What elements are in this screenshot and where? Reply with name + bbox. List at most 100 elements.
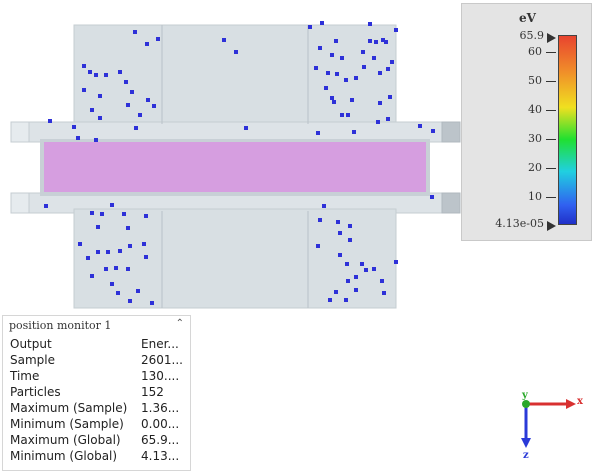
particle-marker — [126, 226, 130, 230]
particle-marker — [348, 224, 352, 228]
monitor-title: position monitor 1 — [9, 319, 112, 332]
particle-marker — [430, 195, 434, 199]
particle-marker — [376, 120, 380, 124]
orientation-axes: x y z — [508, 390, 588, 462]
particle-marker — [338, 253, 342, 257]
colorbar-unit-label: eV — [519, 11, 536, 25]
waveguide-structure — [10, 24, 461, 309]
particle-marker — [316, 244, 320, 248]
particle-marker — [114, 266, 118, 270]
particle-marker — [90, 211, 94, 215]
property-key: Maximum (Global) — [10, 433, 121, 447]
table-row: Minimum (Sample) 0.00... — [10, 416, 186, 432]
particle-marker — [146, 98, 150, 102]
particle-marker — [386, 117, 390, 121]
particle-marker — [314, 66, 318, 70]
particle-marker — [82, 64, 86, 68]
particle-marker — [330, 96, 334, 100]
particle-marker — [386, 67, 390, 71]
particle-marker — [354, 76, 358, 80]
particle-marker — [90, 274, 94, 278]
particle-marker — [328, 298, 332, 302]
particle-marker — [134, 126, 138, 130]
axes-triad-icon — [521, 399, 576, 448]
particle-marker — [100, 212, 104, 216]
colorbar-tick-label: 20 — [528, 161, 542, 174]
particle-marker — [104, 267, 108, 271]
colorbar-min-arrow-icon — [547, 221, 556, 231]
left-port-cap-lower — [10, 192, 30, 214]
colorbar-tick-label: 60 — [528, 45, 542, 58]
particle-marker — [128, 244, 132, 248]
beam-region — [44, 142, 426, 192]
monitor-info-panel: position monitor 1 ⌃ Output Ener... Sampl… — [2, 315, 191, 471]
colorbar-tick-label: 40 — [528, 103, 542, 116]
property-key: Minimum (Sample) — [10, 417, 124, 431]
color-legend: eV 65.9 4.13e-05 60 50 40 30 20 10 — [461, 3, 592, 241]
particle-marker — [381, 38, 385, 42]
particle-marker — [122, 212, 126, 216]
table-row: Output Ener... — [10, 336, 186, 352]
particle-marker — [145, 42, 149, 46]
colorbar-max-arrow-icon — [547, 33, 556, 43]
particle-marker — [368, 39, 372, 43]
particle-marker — [98, 94, 102, 98]
particle-marker — [332, 100, 336, 104]
y-axis-label: y — [522, 390, 528, 401]
particle-marker — [345, 262, 349, 266]
particle-marker — [346, 279, 350, 283]
particle-marker — [152, 104, 156, 108]
colorbar-tick — [546, 139, 556, 140]
table-row: Sample 2601... — [10, 352, 186, 368]
colorbar-tick-label: 10 — [528, 190, 542, 203]
particle-marker — [110, 282, 114, 286]
monitor-properties-table: Output Ener... Sample 2601... Time 130.... … — [10, 336, 186, 464]
particle-marker — [318, 46, 322, 50]
particle-markers — [44, 21, 435, 305]
particle-marker — [308, 25, 312, 29]
particle-marker — [244, 126, 248, 130]
particle-marker — [86, 256, 90, 260]
property-value: 4.13... — [141, 449, 180, 463]
particle-marker — [118, 70, 122, 74]
particle-marker — [90, 108, 94, 112]
particle-marker — [348, 238, 352, 242]
particle-marker — [431, 129, 435, 133]
particle-marker — [72, 125, 76, 129]
particle-marker — [390, 60, 394, 64]
particle-marker — [44, 204, 48, 208]
particle-marker — [340, 56, 344, 60]
particle-marker — [133, 30, 137, 34]
particle-marker — [82, 88, 86, 92]
particle-marker — [144, 214, 148, 218]
particle-marker — [334, 290, 338, 294]
property-value: Ener... — [141, 337, 179, 351]
particle-marker — [362, 65, 366, 69]
particle-marker — [352, 130, 356, 134]
colorbar-tick — [546, 168, 556, 169]
particle-marker — [372, 56, 376, 60]
particle-marker — [128, 299, 132, 303]
collapse-chevron-icon[interactable]: ⌃ — [175, 318, 184, 329]
monitor-title-row[interactable]: position monitor 1 ⌃ — [3, 316, 190, 336]
colorbar-tick — [546, 197, 556, 198]
particle-marker — [346, 113, 350, 117]
particle-marker — [354, 288, 358, 292]
particle-marker — [316, 131, 320, 135]
particle-marker — [320, 21, 324, 25]
particle-marker — [335, 72, 339, 76]
particle-marker — [96, 225, 100, 229]
colorbar-tick-label: 30 — [528, 132, 542, 145]
particle-marker — [222, 38, 226, 42]
upper-cavity-block — [73, 24, 397, 127]
particle-marker — [322, 204, 326, 208]
particle-marker — [374, 40, 378, 44]
particle-marker — [378, 71, 382, 75]
property-value: 65.9... — [141, 433, 180, 447]
particle-marker — [96, 250, 100, 254]
particle-marker — [354, 275, 358, 279]
colorbar-max-label: 65.9 — [519, 29, 545, 42]
colorbar-tick — [546, 52, 556, 53]
particle-marker — [338, 231, 342, 235]
